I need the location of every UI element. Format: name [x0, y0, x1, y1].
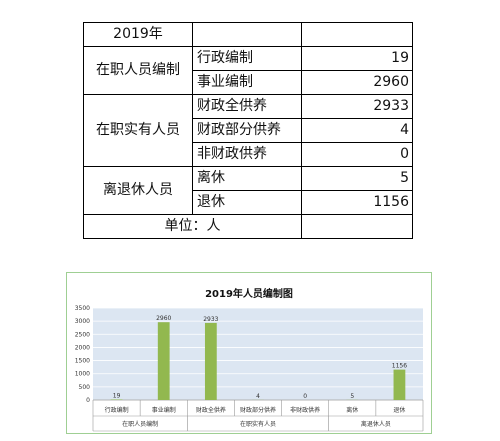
x-tick-label: 行政编制	[105, 406, 129, 414]
row-value: 0	[301, 142, 413, 167]
y-tick-label: 0	[86, 397, 90, 404]
group-label: 在职实有人员	[240, 420, 276, 428]
row-label: 非财政供养	[192, 142, 302, 167]
bar	[157, 322, 170, 400]
x-tick-label: 财政全供养	[196, 406, 226, 414]
y-tick-label: 2000	[75, 344, 90, 351]
year-header: 2019年	[83, 22, 193, 47]
bar	[204, 322, 217, 400]
data-label: 4	[256, 393, 260, 400]
x-tick-label: 财政部分供养	[240, 406, 276, 414]
empty-cell	[301, 22, 413, 47]
y-tick-label: 1500	[75, 358, 90, 365]
group-label: 离退休人员	[361, 420, 391, 428]
plot-area	[93, 308, 423, 400]
row-label: 离休	[192, 166, 302, 191]
group-label: 在职实有人员	[83, 94, 193, 167]
row-label: 行政编制	[192, 46, 302, 71]
x-tick-label: 事业编制	[152, 406, 176, 414]
row-label: 事业编制	[192, 70, 302, 95]
chart-frame: 2019年人员编制图 0 500 1000 1500 2000 2500 3000 3500 1…	[66, 272, 432, 434]
group-label: 离退休人员	[83, 166, 193, 215]
y-tick-label: 500	[79, 384, 91, 391]
group-label: 在职人员编制	[83, 46, 193, 95]
data-label: 2960	[156, 315, 171, 322]
bar-chart: 0 500 1000 1500 2000 2500 3000 3500 19 行政编制 2960 事业…	[75, 305, 424, 432]
data-label: 19	[113, 393, 121, 400]
row-label: 退休	[192, 190, 302, 215]
row-label: 财政全供养	[192, 94, 302, 119]
chart-title: 2019年人员编制图	[205, 289, 293, 300]
row-value: 19	[301, 46, 413, 71]
row-value: 4	[301, 118, 413, 143]
row-value: 5	[301, 166, 413, 191]
row-value: 2960	[301, 70, 413, 95]
data-label: 1156	[392, 363, 407, 370]
row-label: 财政部分供养	[192, 118, 302, 143]
row-value: 1156	[301, 190, 413, 215]
bar	[393, 369, 406, 400]
empty-cell	[301, 214, 413, 239]
y-tick-label: 2500	[75, 331, 90, 338]
y-tick-label: 3500	[75, 305, 90, 312]
empty-cell	[192, 22, 302, 47]
data-label: 0	[303, 393, 307, 400]
data-label: 5	[350, 393, 354, 400]
x-tick-label: 退休	[393, 406, 405, 414]
x-tick-label: 非财政供养	[290, 406, 320, 414]
group-label: 在职人员编制	[122, 420, 158, 428]
staff-table: 2019年 在职人员编制 行政编制 19 事业编制 2960 在职实有人员 财政…	[83, 22, 413, 239]
x-tick-label: 离休	[346, 406, 358, 414]
y-tick-label: 1000	[75, 371, 90, 378]
y-tick-label: 3000	[75, 318, 90, 325]
data-label: 2933	[203, 316, 218, 323]
unit-label: 单位：人	[83, 214, 302, 239]
row-value: 2933	[301, 94, 413, 119]
